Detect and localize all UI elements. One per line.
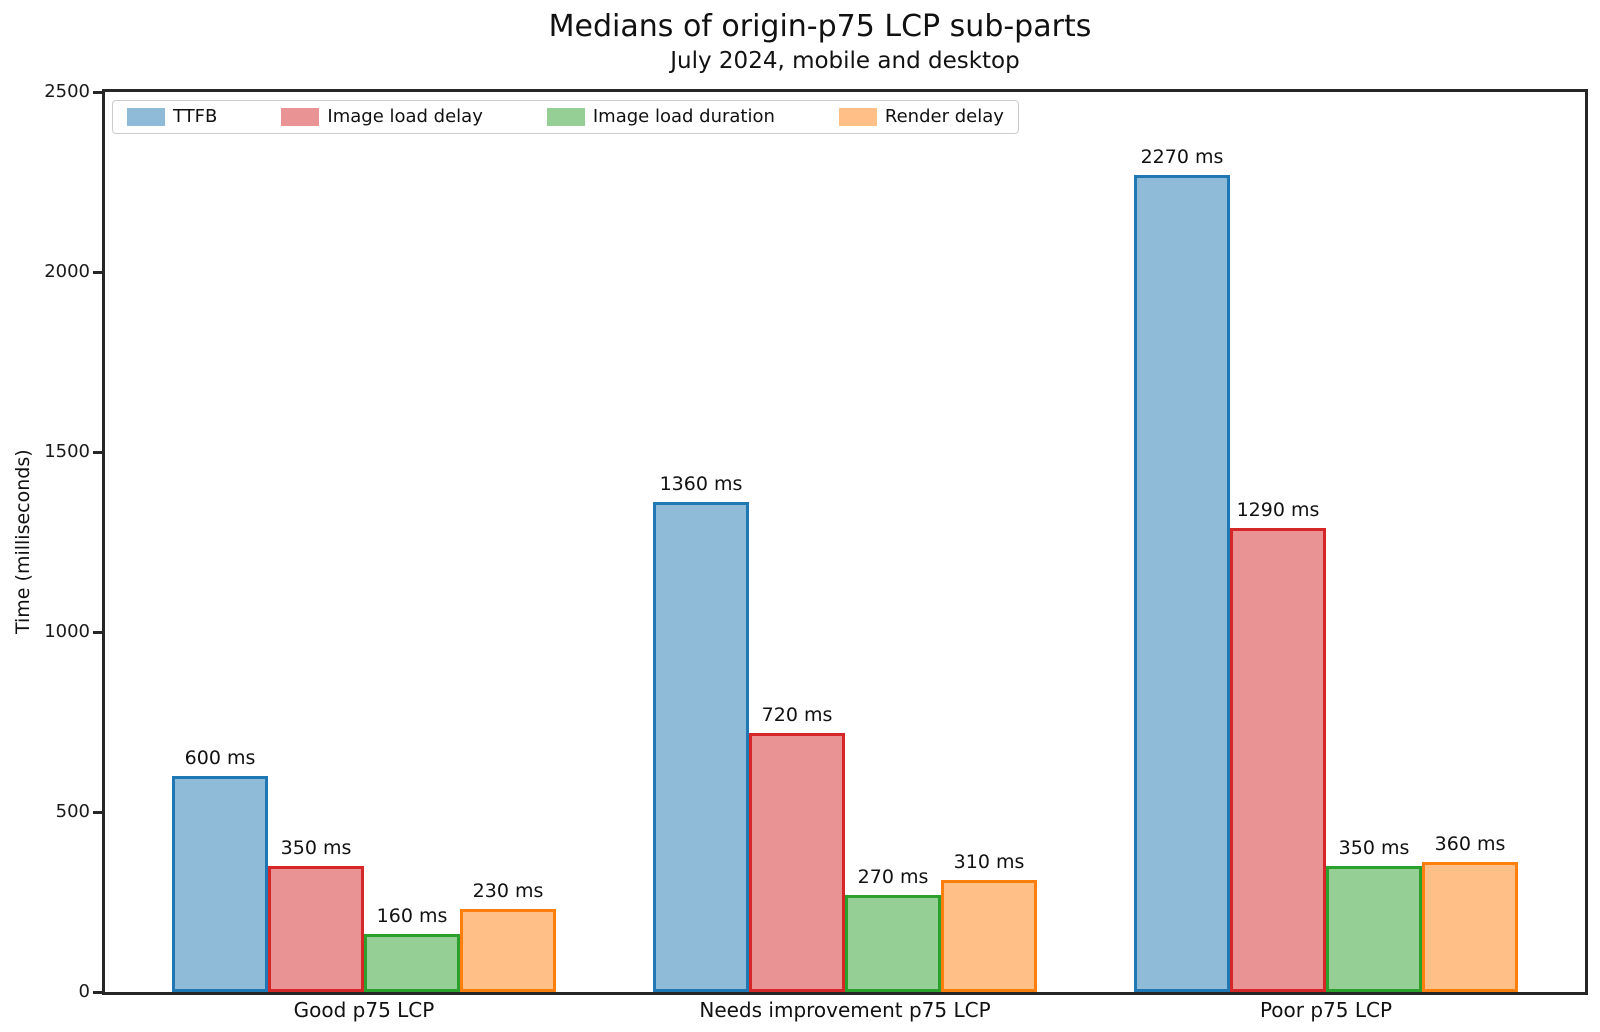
category-label: Needs improvement p75 LCP [699, 998, 991, 1022]
bar-image-load-delay [749, 733, 845, 992]
bar-value-label: 230 ms [472, 880, 544, 902]
bar-ttfb [1134, 175, 1230, 992]
y-tick-mark [93, 450, 102, 454]
bar-ttfb [172, 776, 268, 992]
legend-item-label: Render delay [884, 106, 1004, 127]
y-axis-label: Time (milliseconds) [12, 449, 34, 635]
bar-value-label: 360 ms [1434, 833, 1506, 855]
bar-value-label: 160 ms [376, 905, 448, 927]
legend-item: Render delay [838, 106, 1004, 128]
legend-swatch-icon [838, 108, 877, 126]
legend-item-label: Image load delay [327, 106, 483, 127]
y-tick-label: 1500 [44, 441, 90, 462]
bar-image-load-duration [1326, 866, 1422, 992]
bar-render-delay [1422, 862, 1518, 992]
legend-swatch-icon [281, 108, 320, 126]
legend-item: Image load duration [546, 106, 775, 128]
bar-ttfb [653, 502, 749, 992]
y-tick-mark [93, 630, 102, 634]
legend-item: Image load delay [281, 106, 483, 128]
legend-item: TTFB [127, 106, 217, 128]
y-tick-mark [93, 990, 102, 994]
y-tick-label: 2500 [44, 81, 90, 102]
y-tick-label: 2000 [44, 261, 90, 282]
bar-value-label: 1290 ms [1236, 499, 1320, 521]
y-tick-mark [93, 90, 102, 94]
bar-image-load-delay [1230, 528, 1326, 992]
plot-area [102, 89, 1588, 995]
bar-value-label: 350 ms [280, 837, 352, 859]
bar-image-load-delay [268, 866, 364, 992]
legend-item-label: TTFB [173, 106, 218, 127]
plot-bars-layer [105, 92, 1585, 992]
y-tick-label: 500 [55, 801, 90, 822]
bar-value-label: 270 ms [857, 866, 929, 888]
y-tick-mark [93, 270, 102, 274]
bar-image-load-duration [364, 934, 460, 992]
legend-item-label: Image load duration [592, 106, 775, 127]
y-tick-mark [93, 810, 102, 814]
legend: TTFB Image load delay Image load duration R… [112, 100, 1019, 134]
category-label: Good p75 LCP [293, 998, 435, 1022]
y-tick-label: 1000 [44, 621, 90, 642]
bar-value-label: 310 ms [953, 851, 1025, 873]
bar-value-label: 350 ms [1338, 837, 1410, 859]
y-tick-label: 0 [78, 981, 90, 1002]
legend-swatch-icon [546, 108, 585, 126]
chart-title: Medians of origin-p75 LCP sub-parts [548, 9, 1092, 44]
chart-subtitle: July 2024, mobile and desktop [670, 48, 1020, 74]
bar-value-label: 720 ms [761, 704, 833, 726]
bar-value-label: 2270 ms [1140, 146, 1224, 168]
bar-value-label: 600 ms [184, 747, 256, 769]
category-label: Poor p75 LCP [1259, 998, 1393, 1022]
legend-swatch-icon [127, 108, 165, 126]
bar-value-label: 1360 ms [659, 473, 743, 495]
bar-render-delay [460, 909, 556, 992]
bar-image-load-duration [845, 895, 941, 992]
bar-render-delay [941, 880, 1037, 992]
